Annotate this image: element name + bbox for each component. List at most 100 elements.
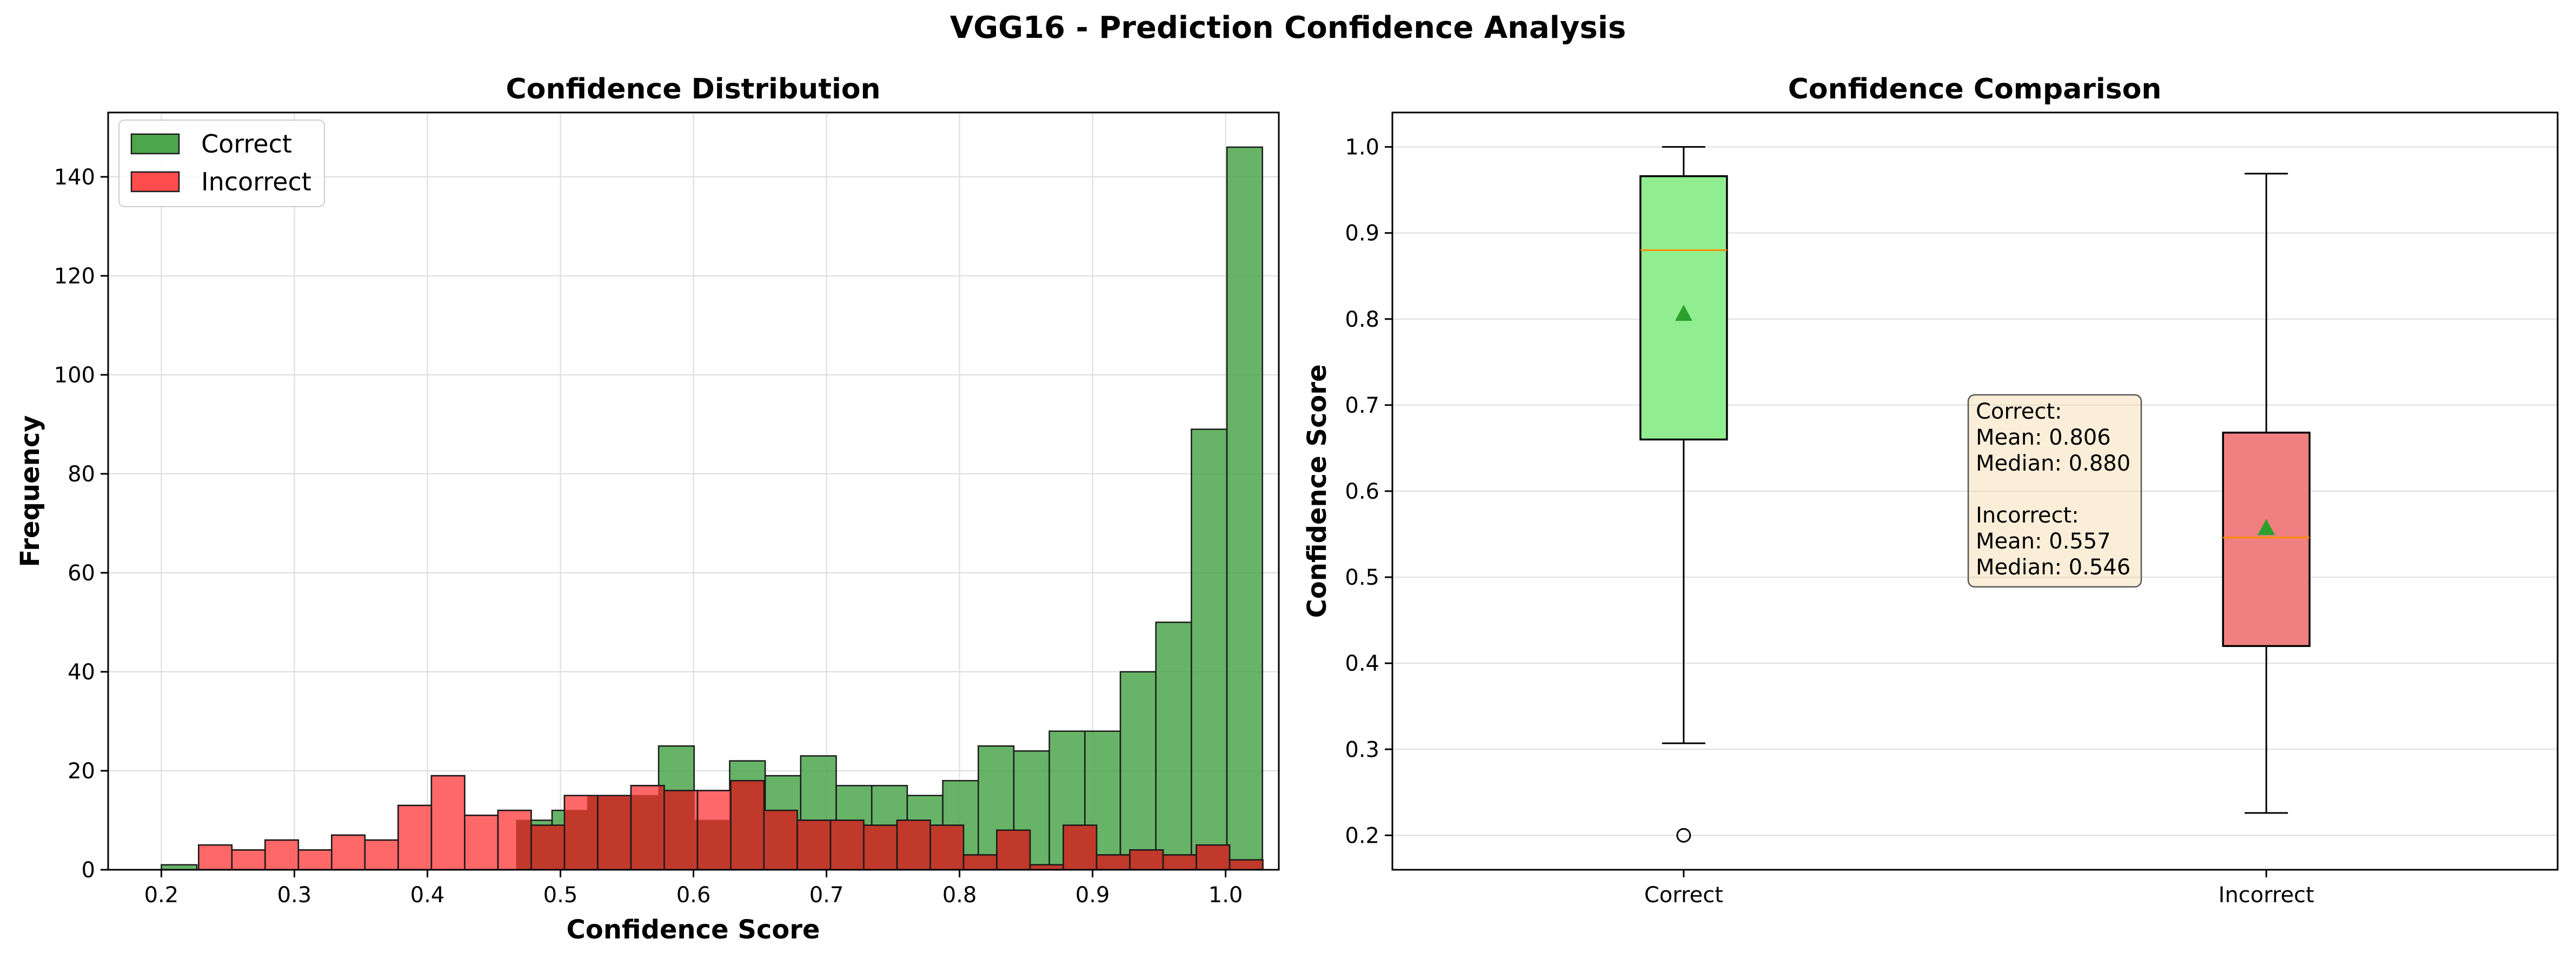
bar-overlap: [800, 820, 831, 870]
bar-correct: [1226, 146, 1263, 871]
bar-overlap: [587, 795, 598, 870]
bar-overlap: [907, 820, 931, 870]
bar-overlap: [897, 820, 907, 870]
boxplot-y-tick-label: 0.2: [1345, 823, 1379, 848]
boxplot-x-tick-label: Correct: [1644, 883, 1723, 908]
boxplot-ticks: 0.2 0.3 0.4 0.5 0.6 0.7 0.8 0.9 1.0 Correct Incorr…: [1345, 135, 2314, 908]
stats-line: Mean: 0.557: [1976, 529, 2111, 554]
legend-swatch-correct: [130, 133, 180, 155]
histogram-y-tick-label: 40: [68, 660, 95, 685]
bar-overlap: [942, 825, 964, 870]
histogram-x-tick-label: 0.5: [543, 883, 578, 908]
stats-line: Correct:: [1976, 399, 2062, 424]
histogram-x-tick-label: 0.3: [277, 883, 312, 908]
boxplot-y-tick-label: 0.4: [1345, 651, 1379, 676]
bar-overlap: [1096, 855, 1120, 870]
histogram-x-tick-label: 0.2: [144, 883, 179, 908]
bar-correct: [1119, 671, 1157, 871]
histogram-y-axis-label: Frequency: [15, 415, 45, 567]
bar-overlap: [930, 825, 943, 870]
bar-overlap: [1191, 855, 1197, 870]
stats-box: [1967, 394, 2142, 588]
bar-overlap: [1229, 859, 1263, 870]
bar-overlap: [872, 825, 897, 870]
stats-line: Median: 0.880: [1976, 451, 2130, 476]
bar-correct: [1155, 621, 1192, 871]
bar-overlap: [552, 825, 565, 870]
bar-overlap: [697, 820, 730, 870]
histogram-y-tick-label: 0: [82, 858, 95, 883]
histogram-y-tick-label: 140: [54, 165, 95, 190]
bar-overlap: [963, 855, 979, 870]
bar-overlap: [1063, 825, 1085, 870]
histogram-y-tick-label: 100: [54, 363, 95, 388]
bar-overlap: [1227, 845, 1230, 870]
histogram-y-tick-label: 80: [68, 462, 95, 487]
mean-marker: [1675, 305, 1692, 321]
bar-overlap: [597, 795, 623, 870]
bar-overlap: [623, 795, 631, 870]
bar-overlap: [664, 790, 694, 870]
bar-overlap: [978, 855, 997, 870]
bar-overlap: [1085, 825, 1097, 870]
bar-overlap: [1013, 830, 1030, 870]
histogram-y-tick-label: 120: [54, 264, 95, 289]
boxplot-y-tick-label: 0.6: [1345, 479, 1379, 504]
bar-incorrect: [231, 849, 266, 871]
bar-overlap: [1049, 864, 1064, 870]
histogram-legend: Correct Incorrect: [118, 120, 325, 207]
histogram-x-tick-label: 0.7: [809, 883, 844, 908]
bar-overlap: [731, 781, 764, 870]
bar-overlap: [694, 820, 698, 870]
stats-line: Mean: 0.806: [1976, 425, 2111, 450]
histogram-title: Confidence Distribution: [506, 73, 880, 105]
bar-incorrect: [331, 834, 366, 871]
bar-incorrect: [464, 815, 499, 871]
bar-overlap: [516, 820, 532, 870]
bar-incorrect: [264, 839, 300, 871]
stats-line: Median: 0.546: [1976, 555, 2130, 580]
boxplot-x-tick-label: Incorrect: [2219, 883, 2314, 908]
bar-incorrect: [397, 804, 433, 871]
histogram-x-tick-label: 1.0: [1209, 883, 1243, 908]
bar-overlap: [1120, 855, 1130, 870]
histogram-x-tick-label: 0.6: [676, 883, 711, 908]
boxplot-y-tick-label: 0.5: [1345, 565, 1379, 590]
bar-overlap: [797, 820, 801, 870]
legend-swatch-incorrect: [130, 171, 180, 193]
bar-overlap: [1163, 855, 1192, 870]
boxplot-y-tick-label: 1.0: [1345, 135, 1379, 160]
histogram-grid: [108, 113, 1279, 870]
bar-overlap: [836, 820, 864, 870]
bar-incorrect: [364, 839, 399, 871]
boxplot-y-tick-label: 0.7: [1345, 393, 1379, 418]
bar-incorrect: [297, 849, 333, 871]
histogram-y-tick-label: 60: [68, 561, 95, 586]
bar-overlap: [997, 830, 1014, 870]
bar-overlap: [659, 785, 665, 870]
bar-incorrect: [430, 775, 466, 871]
histogram-panel: 0.2 0.3 0.4 0.5 0.6 0.7 0.8 0.9 1.0 0 20 40 60 80 100 1…: [15, 73, 1280, 945]
boxplot-panel: 0.2 0.3 0.4 0.5 0.6 0.7 0.8 0.9 1.0 Correct Incorr…: [1302, 73, 2559, 908]
bar-overlap: [765, 810, 798, 870]
bar-overlap: [830, 820, 836, 870]
stats-line: Incorrect:: [1976, 503, 2079, 528]
boxplot-y-tick-label: 0.8: [1345, 307, 1379, 332]
bar-overlap: [1196, 845, 1227, 870]
boxplot-y-tick-label: 0.9: [1345, 221, 1379, 246]
bar-overlap: [564, 810, 588, 870]
boxplot-title: Confidence Comparison: [1788, 73, 2162, 105]
histogram-bars: [161, 146, 1264, 871]
bar-overlap: [630, 795, 659, 870]
bar-correct: [1191, 428, 1228, 871]
bar-overlap: [1156, 850, 1163, 870]
histogram-y-tick-label: 20: [68, 759, 95, 784]
boxplot-y-tick-label: 0.3: [1345, 737, 1379, 762]
histogram-ticks: 0.2 0.3 0.4 0.5 0.6 0.7 0.8 0.9 1.0 0 20 40 60 80 100 1…: [54, 165, 1243, 908]
legend-label-correct: Correct: [201, 129, 292, 158]
histogram-x-tick-label: 0.8: [942, 883, 977, 908]
bar-overlap: [1130, 850, 1156, 870]
legend-label-incorrect: Incorrect: [201, 167, 311, 196]
bar-overlap: [1030, 864, 1050, 870]
